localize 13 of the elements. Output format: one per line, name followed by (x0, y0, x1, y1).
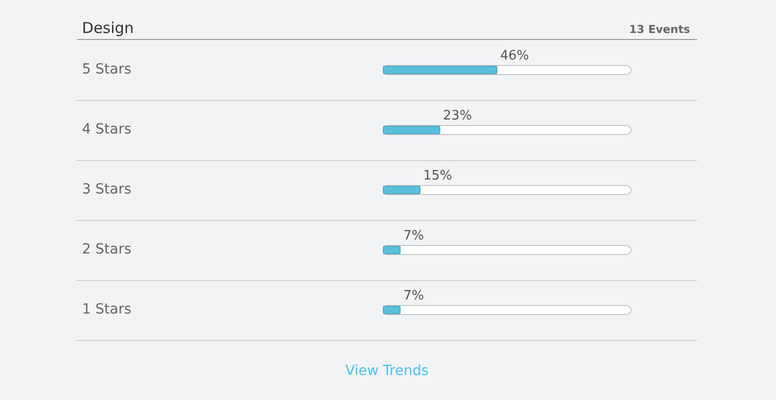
text: 13 Events (629, 23, 690, 36)
data-label: 46% (500, 48, 529, 64)
text: View Trends (345, 363, 429, 379)
text: Design (82, 19, 134, 37)
y-tick-label: 5 Stars (82, 62, 132, 78)
data-label: 7% (403, 228, 424, 244)
data-label: 7% (403, 288, 424, 304)
y-tick-label: 1 Stars (82, 302, 132, 318)
y-tick-label: 4 Stars (82, 122, 132, 138)
y-tick-label: 3 Stars (82, 182, 132, 198)
data-label: 23% (443, 108, 472, 124)
data-label: 15% (423, 168, 452, 184)
y-tick-label: 2 Stars (82, 242, 132, 258)
